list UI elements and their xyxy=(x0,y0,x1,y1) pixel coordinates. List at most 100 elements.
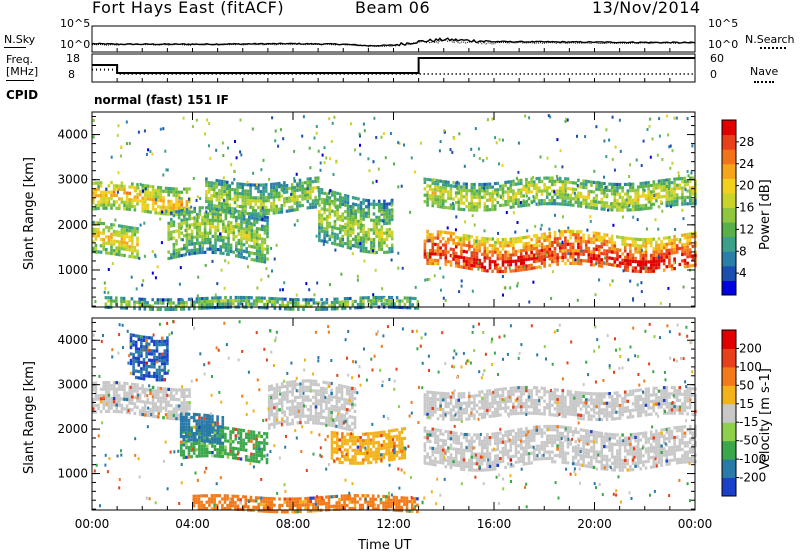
xtick-label: 08:00 xyxy=(276,517,311,531)
power-region-6 xyxy=(423,176,697,212)
cpid-text: normal (fast) 151 IF xyxy=(94,93,229,107)
velocity-colorbar-frame xyxy=(721,329,737,497)
power-colorbar-segment xyxy=(722,120,736,136)
xtick-label: 12:00 xyxy=(376,517,411,531)
freq-left-tick-bottom: 8 xyxy=(68,68,75,81)
colorbars: 28 24 20 16 12 8 4 200 100 50 15 -15 -50 -100 -200 xyxy=(721,119,766,497)
velocity-colorbar-tick-label: 100 xyxy=(739,360,762,374)
velocity-colorbar-tick-label: -100 xyxy=(739,452,766,466)
noise-panel xyxy=(91,37,696,48)
power-ytick-label: 2000 xyxy=(57,218,88,232)
power-colorbar-segment xyxy=(722,265,736,281)
freq-right-tick-bottom: 0 xyxy=(710,68,717,81)
frequency-panel xyxy=(92,57,695,75)
power-colorbar-tick-label: 20 xyxy=(739,179,754,193)
power-scatter xyxy=(92,114,694,306)
velocity-ytick-label: 1000 xyxy=(57,467,88,481)
power-ytick-label: 1000 xyxy=(57,263,88,277)
power-colorbar-tick-label: 4 xyxy=(739,266,747,280)
station-title: Fort Hays East (fitACF) xyxy=(92,0,285,17)
velocity-region-7 xyxy=(423,385,697,422)
freq-label: Freq. xyxy=(6,53,34,66)
axes-and-ticks: 1000 2000 3000 4000 1000 2000 3000 4000 00:00 04:… xyxy=(57,25,713,531)
power-colorbar-segment xyxy=(722,251,736,267)
power-colorbar-tick-label: 12 xyxy=(739,222,754,236)
power-colorbar-segment xyxy=(722,163,736,179)
velocity-colorbar-segment xyxy=(722,422,736,442)
freq-right-tick-top: 60 xyxy=(710,52,724,65)
velocity-scatter xyxy=(92,320,694,509)
power-region-0 xyxy=(92,181,191,217)
nsky-label: N.Sky xyxy=(4,33,36,46)
velocity-region-8 xyxy=(192,494,419,514)
velocity-panel xyxy=(92,320,697,514)
beam-title: Beam 06 xyxy=(355,0,431,17)
velocity-colorbar-tick-label: 15 xyxy=(739,397,754,411)
power-colorbar-segment xyxy=(722,236,736,252)
freq-series-line xyxy=(92,57,695,74)
velocity-region-3 xyxy=(179,412,225,445)
velocity-colorbar-segment xyxy=(722,348,736,368)
velocity-colorbar-tick-label: 200 xyxy=(739,341,762,355)
xtick-label: 00:00 xyxy=(678,517,713,531)
power-panel xyxy=(92,114,697,312)
power-region-3 xyxy=(205,176,320,216)
nave-dotted-line xyxy=(754,81,774,83)
xtick-label: 20:00 xyxy=(577,517,612,531)
velocity-ytick-label: 3000 xyxy=(57,378,88,392)
nave-label: Nave xyxy=(750,65,779,78)
date-title: 13/Nov/2014 xyxy=(592,0,701,17)
freq-left-tick-top: 18 xyxy=(66,52,80,65)
power-colorbar-segment xyxy=(722,178,736,194)
power-colorbar-segment xyxy=(722,280,736,296)
noise-right-tick-top: 10^5 xyxy=(708,17,739,30)
velocity-region-0 xyxy=(92,380,191,421)
power-colorbar-segment xyxy=(722,207,736,223)
velocity-colorbar-segment xyxy=(722,385,736,405)
power-region-7 xyxy=(104,295,420,312)
velocity-colorbar-tick-label: -200 xyxy=(739,471,766,485)
nsearch-label: N.Search xyxy=(745,33,795,46)
noise-left-tick-bottom: 10^0 xyxy=(60,38,91,51)
power-ytick-label: 4000 xyxy=(57,128,88,142)
velocity-colorbar-segment xyxy=(722,403,736,423)
power-colorbar-segment xyxy=(722,222,736,238)
power-colorbar-tick-label: 28 xyxy=(739,135,754,149)
velocity-colorbar-segment xyxy=(722,366,736,386)
nsearch-dotted-line xyxy=(760,47,786,49)
velocity-colorbar-segment xyxy=(722,330,736,349)
xtick-label: 04:00 xyxy=(175,517,210,531)
velocity-region-6 xyxy=(423,424,697,472)
velocity-colorbar-tick-label: 50 xyxy=(739,378,754,392)
power-ytick-label: 3000 xyxy=(57,173,88,187)
power-colorbar-tick-label: 16 xyxy=(739,201,754,215)
velocity-region-1 xyxy=(129,333,169,382)
power-region-4 xyxy=(318,187,394,255)
noise-left-tick-top: 10^5 xyxy=(60,17,91,30)
velocity-colorbar-segment xyxy=(722,477,736,497)
velocity-colorbar-segment xyxy=(722,459,736,479)
power-colorbar-tick-label: 8 xyxy=(739,244,747,258)
power-region-2 xyxy=(167,205,269,264)
noise-right-tick-bottom: 10^0 xyxy=(708,38,739,51)
velocity-colorbar-tick-label: -50 xyxy=(739,434,759,448)
velocity-colorbar-tick-label: -15 xyxy=(739,415,759,429)
xaxis-label: Time UT xyxy=(358,538,412,553)
power-colorbar-segment xyxy=(722,192,736,208)
power-colorbar-tick-label: 24 xyxy=(739,157,754,171)
xtick-label: 00:00 xyxy=(75,517,110,531)
cpid-label: CPID xyxy=(6,88,39,102)
power-colorbar-segment xyxy=(722,149,736,165)
noise-series-nsky xyxy=(91,37,696,47)
nave-series-line xyxy=(92,68,695,75)
nsky-underline xyxy=(4,47,26,48)
freq-underline xyxy=(6,80,34,81)
freq-unit-label: [MHz] xyxy=(6,65,39,78)
velocity-ytick-label: 2000 xyxy=(57,422,88,436)
power-region-1 xyxy=(92,221,139,260)
velocity-ytick-label: 4000 xyxy=(57,333,88,347)
power-colorbar-segment xyxy=(722,134,736,150)
power-region-5 xyxy=(423,229,697,274)
velocity-colorbar-segment xyxy=(722,440,736,460)
